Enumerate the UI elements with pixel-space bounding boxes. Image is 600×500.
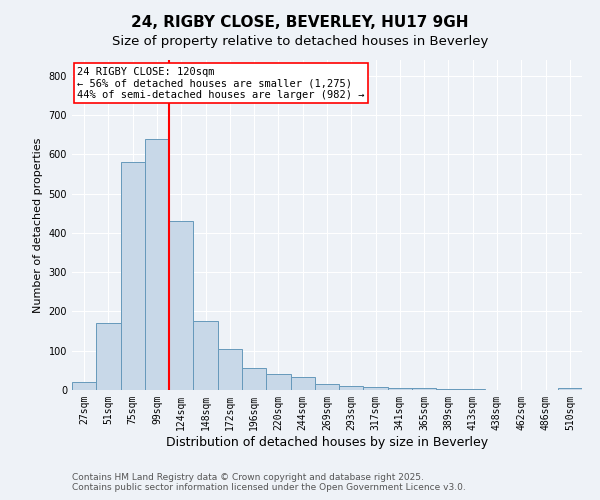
X-axis label: Distribution of detached houses by size in Beverley: Distribution of detached houses by size … xyxy=(166,436,488,448)
Text: 24 RIGBY CLOSE: 120sqm
← 56% of detached houses are smaller (1,275)
44% of semi-: 24 RIGBY CLOSE: 120sqm ← 56% of detached… xyxy=(77,66,365,100)
Bar xyxy=(145,138,169,390)
Y-axis label: Number of detached properties: Number of detached properties xyxy=(33,138,43,312)
Bar xyxy=(364,387,388,390)
Bar xyxy=(461,389,485,390)
Bar xyxy=(290,378,315,390)
Bar xyxy=(169,221,193,390)
Bar xyxy=(242,368,266,390)
Bar xyxy=(218,349,242,390)
Bar xyxy=(96,323,121,390)
Bar xyxy=(72,382,96,390)
Bar xyxy=(436,389,461,390)
Bar xyxy=(558,388,582,390)
Bar xyxy=(388,388,412,390)
Bar xyxy=(412,388,436,390)
Bar xyxy=(315,384,339,390)
Bar xyxy=(266,374,290,390)
Text: Contains HM Land Registry data © Crown copyright and database right 2025.
Contai: Contains HM Land Registry data © Crown c… xyxy=(72,473,466,492)
Text: Size of property relative to detached houses in Beverley: Size of property relative to detached ho… xyxy=(112,35,488,48)
Bar xyxy=(121,162,145,390)
Bar xyxy=(193,322,218,390)
Text: 24, RIGBY CLOSE, BEVERLEY, HU17 9GH: 24, RIGBY CLOSE, BEVERLEY, HU17 9GH xyxy=(131,15,469,30)
Bar xyxy=(339,386,364,390)
